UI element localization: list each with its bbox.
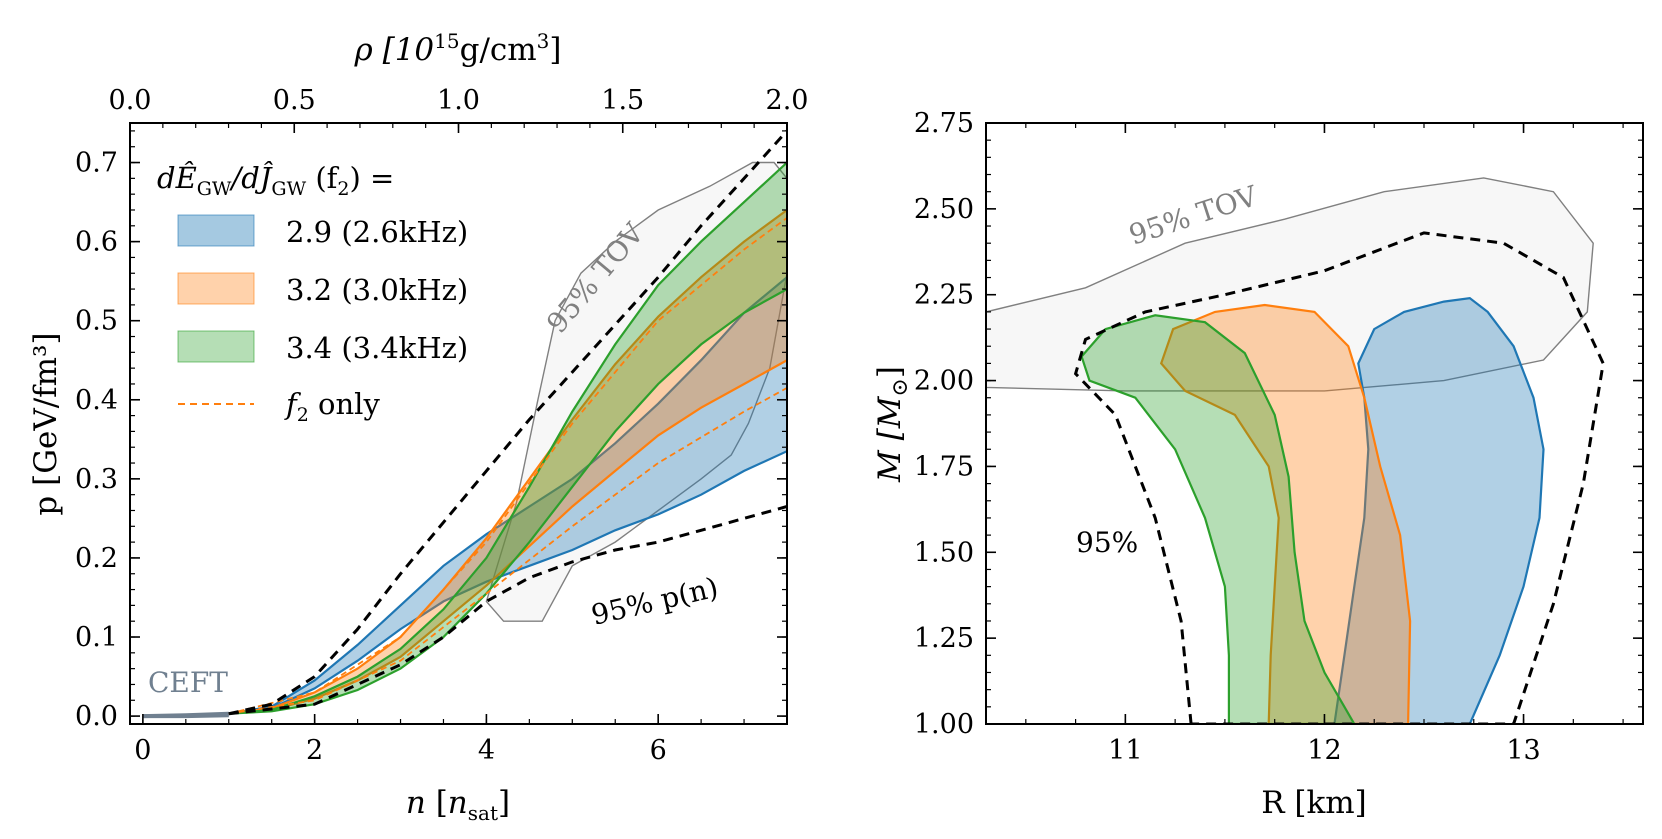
left-y-tick-label: 0.4 bbox=[75, 385, 118, 416]
left-chart-panel: 0 2 4 6 0.0 0.1 0.2 0.3 0.4 0.5 0.6 0.7 0.0 0.5 1.0 1.5… bbox=[28, 29, 808, 825]
right-chart-panel: 11 12 13 1.00 1.25 1.50 1.75 2.00 2.25 2.50 2.75 R… bbox=[872, 108, 1644, 821]
right-series-3-4-3-4khz- bbox=[1080, 314, 1356, 724]
top-x-tick-label: 0.0 bbox=[109, 85, 152, 116]
right-y-tick-label: 1.25 bbox=[914, 623, 974, 654]
legend-label-f2: f2 only bbox=[284, 387, 380, 426]
legend-swatch-green bbox=[177, 330, 255, 363]
right-axis-ticks: 11 12 13 1.00 1.25 1.50 1.75 2.00 2.25 2.50 2.75 bbox=[914, 108, 1643, 766]
left-plot-area bbox=[142, 129, 787, 719]
left-series-95-tov bbox=[485, 161, 787, 622]
right-y-tick-label: 2.75 bbox=[914, 108, 974, 139]
left-y-tick-label: 0.1 bbox=[75, 622, 118, 653]
left-y-tick-label: 0.5 bbox=[75, 306, 118, 337]
right-axes-frame bbox=[985, 122, 1644, 725]
left-series-95-p-n--lower bbox=[228, 505, 787, 716]
left-series-3-2-3-0khz--upper bbox=[228, 209, 787, 715]
top-x-axis-label: ρ [1015g/cm3] bbox=[354, 29, 562, 68]
left-band-3-2-3-0khz- bbox=[228, 210, 787, 714]
left-y-tick-label: 0.3 bbox=[75, 464, 118, 495]
legend-label-green: 3.4 (3.4kHz) bbox=[286, 331, 468, 365]
left-series-3-2-3-0khz--lower bbox=[228, 359, 787, 715]
left-x-tick-label: 4 bbox=[478, 735, 495, 766]
right-series-2-9-2-6khz- bbox=[1333, 296, 1545, 724]
left-series-f-only-upper bbox=[228, 217, 787, 715]
pn-annotation: 95% p(n) bbox=[588, 571, 721, 632]
left-y-tick-label: 0.0 bbox=[75, 701, 118, 732]
left-axis-ticks: 0 2 4 6 0.0 0.1 0.2 0.3 0.4 0.5 0.6 0.7 0.0 0.5 1.0 1.5… bbox=[75, 85, 808, 766]
left-series-95-p-n--upper bbox=[228, 129, 787, 716]
top-x-tick-label: 1.5 bbox=[601, 85, 644, 116]
left-y-tick-label: 0.6 bbox=[75, 227, 118, 258]
left-series-f-only-lower bbox=[228, 387, 787, 715]
left-x-tick-label: 0 bbox=[134, 735, 151, 766]
left-series-2-9-2-6khz--lower bbox=[228, 450, 787, 715]
right-series-95-tov bbox=[986, 177, 1594, 392]
right-y-tick-label: 1.50 bbox=[914, 537, 974, 568]
ceft-annotation: CEFT bbox=[148, 666, 228, 699]
left-x-tick-label: 2 bbox=[306, 735, 323, 766]
top-x-tick-label: 2.0 bbox=[766, 85, 809, 116]
right-x-tick-label: 11 bbox=[1108, 735, 1142, 766]
left-y-tick-label: 0.2 bbox=[75, 543, 118, 574]
right-y-tick-label: 2.00 bbox=[914, 366, 974, 397]
left-series-3-4-3-4khz--upper bbox=[228, 161, 787, 715]
left-band-2-9-2-6khz- bbox=[228, 277, 787, 714]
legend-swatch-blue bbox=[177, 214, 255, 247]
right-y-tick-label: 1.00 bbox=[914, 709, 974, 740]
legend: dÊGW/dĴGW (f2) = 2.9 (2.6kHz) 3.2 (3.0kH… bbox=[157, 160, 468, 426]
top-x-tick-label: 0.5 bbox=[273, 85, 316, 116]
right-x-tick-label: 13 bbox=[1506, 735, 1540, 766]
left-series-ceft-lower bbox=[142, 713, 229, 719]
right-y-tick-label: 1.75 bbox=[914, 451, 974, 482]
right-x-tick-label: 12 bbox=[1307, 735, 1341, 766]
legend-label-orange: 3.2 (3.0kHz) bbox=[286, 273, 468, 307]
ninety-five-annotation: 95% bbox=[1076, 526, 1138, 559]
right-series-95- bbox=[1073, 231, 1605, 724]
legend-swatch-orange bbox=[177, 272, 255, 305]
left-y-tick-label: 0.7 bbox=[75, 148, 118, 179]
legend-title: dÊGW/dĴGW (f2) = bbox=[157, 160, 394, 200]
right-y-tick-label: 2.25 bbox=[914, 280, 974, 311]
right-y-axis-label: M [M⊙] bbox=[872, 366, 913, 483]
right-plot-area bbox=[986, 177, 1605, 724]
legend-label-blue: 2.9 (2.6kHz) bbox=[286, 215, 468, 249]
top-x-tick-label: 1.0 bbox=[437, 85, 480, 116]
left-y-axis-label: p [GeV/fm³] bbox=[28, 332, 64, 515]
right-series-3-2-3-0khz- bbox=[1159, 303, 1412, 724]
right-y-tick-label: 2.50 bbox=[914, 194, 974, 225]
right-x-axis-label: R [km] bbox=[1261, 785, 1367, 821]
left-x-axis-label: n [nsat] bbox=[406, 785, 510, 825]
left-x-tick-label: 6 bbox=[650, 735, 667, 766]
